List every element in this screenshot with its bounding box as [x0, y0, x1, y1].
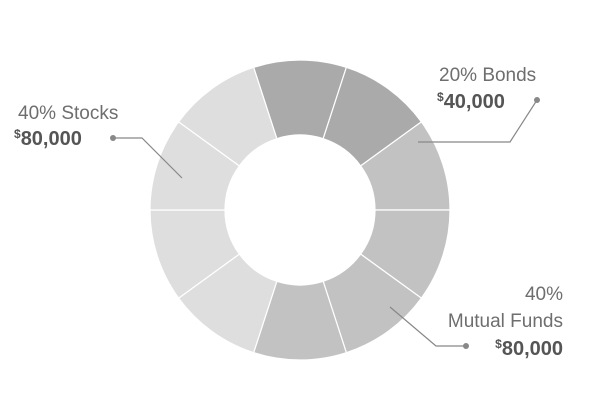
- bonds-label: 20% Bonds $40,000: [437, 65, 536, 113]
- funds-percent: 40%: [525, 284, 563, 305]
- callout-lines: [110, 97, 540, 349]
- donut-slices: [149, 59, 451, 361]
- svg-text:$80,000: $80,000: [495, 337, 563, 360]
- svg-text:$40,000: $40,000: [437, 90, 505, 113]
- stocks-amount: 80,000: [21, 128, 82, 150]
- stocks-percent: 40%: [18, 103, 56, 124]
- stocks-currency: $: [14, 127, 21, 141]
- funds-leader-line: [389, 306, 466, 347]
- stocks-slice-segment: [177, 66, 278, 167]
- svg-text:$80,000: $80,000: [14, 127, 82, 150]
- bonds-amount: 40,000: [444, 91, 505, 113]
- bonds-percent: 20%: [439, 65, 477, 86]
- bonds-leader-line: [418, 99, 538, 143]
- funds-label: 40% Mutual Funds $80,000: [448, 284, 563, 360]
- stocks-label: 40% Stocks $80,000: [14, 103, 118, 150]
- svg-text:20% Bonds: 20% Bonds: [439, 65, 536, 86]
- bonds-leader-dot: [534, 97, 540, 103]
- funds-leader-dot: [463, 343, 469, 349]
- bonds-currency: $: [437, 90, 444, 104]
- funds-name: Mutual Funds: [448, 311, 563, 332]
- stocks-leader-line: [113, 137, 183, 179]
- stocks-name: Stocks: [61, 103, 118, 124]
- funds-amount: 80,000: [502, 338, 563, 360]
- stocks-leader-dot: [110, 135, 116, 141]
- svg-text:40% Stocks: 40% Stocks: [18, 103, 118, 124]
- funds-currency: $: [495, 337, 502, 351]
- bonds-name: Bonds: [482, 65, 536, 86]
